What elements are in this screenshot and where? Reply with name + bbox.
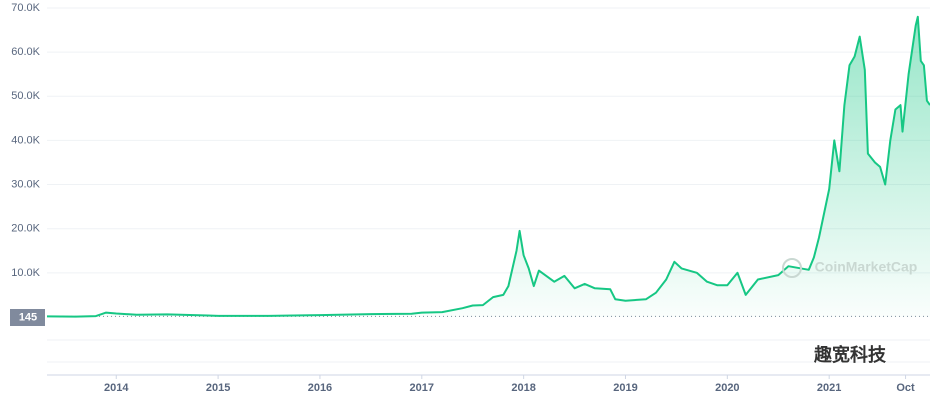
- y-tick-label: 40.0K: [11, 134, 40, 146]
- x-tick-label: 2018: [511, 382, 535, 394]
- x-tick-label: 2020: [715, 382, 739, 394]
- x-tick-label: 2021: [817, 382, 841, 394]
- x-tick-label: 2019: [613, 382, 637, 394]
- plot: [46, 7, 930, 318]
- watermark: CoinMarketCap: [815, 259, 918, 275]
- watermark-cn: 趣宽科技: [813, 344, 887, 365]
- y-tick-label: 20.0K: [11, 223, 40, 235]
- start-label: 145: [19, 311, 37, 323]
- x-tick-label: 2014: [104, 382, 129, 394]
- x-tick-label: 2015: [206, 382, 230, 394]
- start-box: [10, 309, 45, 326]
- y-tick-label: 70.0K: [11, 2, 40, 14]
- watermark-logo: [782, 258, 802, 278]
- area: [47, 16, 930, 318]
- y-tick-label: 60.0K: [11, 46, 40, 58]
- y-tick-label: 30.0K: [11, 178, 40, 190]
- x-tick-label: 2017: [410, 382, 434, 394]
- x-tick-label: 2016: [308, 382, 332, 394]
- y-tick-label: 10.0K: [11, 267, 40, 279]
- x-tick-label: Oct: [896, 382, 915, 394]
- price-line: [46, 15, 930, 318]
- y-tick-label: 50.0K: [11, 90, 40, 102]
